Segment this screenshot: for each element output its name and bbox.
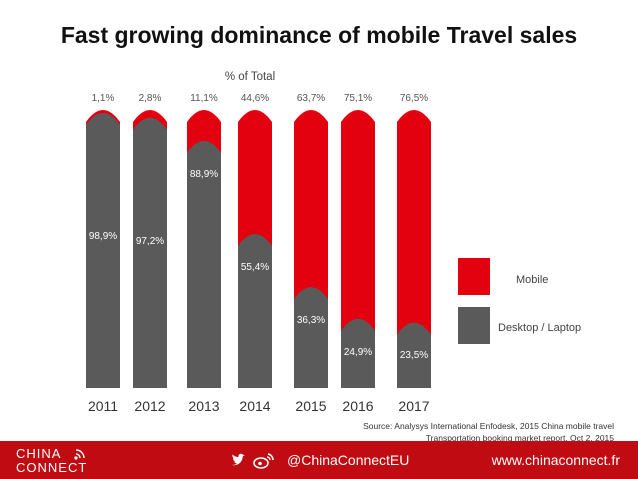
label-desktop-2014: 55,4% (241, 262, 269, 273)
stacked-bar-chart: % of Total 1,1% 98,9% 2011 2,8% 97,2% 2012 11,… (86, 71, 581, 414)
tick-label-2013: 2013 (188, 398, 219, 414)
bar-desktop-2014 (238, 233, 272, 388)
source-line-2: Transportation booking market report, Oc… (425, 433, 614, 443)
signal-icon (74, 449, 85, 460)
bar-desktop-2016 (341, 318, 375, 388)
tick-label-2011: 2011 (88, 398, 118, 414)
label-mobile-2011: 1,1% (92, 93, 115, 104)
bar-desktop-2017 (397, 322, 431, 388)
legend-label-mobile: Mobile (516, 274, 548, 286)
tick-label-2017: 2017 (398, 398, 429, 414)
weibo-icon[interactable] (253, 453, 274, 469)
logo-line-1: CHINA (16, 446, 62, 461)
legend-swatch-mobile (458, 258, 490, 295)
label-desktop-2015: 36,3% (297, 315, 325, 326)
bar-mobile-2017 (397, 110, 431, 388)
label-desktop-2013: 88,9% (190, 169, 218, 180)
label-desktop-2017: 23,5% (400, 350, 428, 361)
label-desktop-2011: 98,9% (89, 231, 117, 242)
chart-subtitle: % of Total (225, 71, 275, 83)
tick-label-2014: 2014 (239, 398, 270, 414)
page-title: Fast growing dominance of mobile Travel … (60, 22, 578, 48)
twitter-icon[interactable] (232, 453, 245, 466)
label-mobile-2016: 75,1% (344, 93, 372, 104)
label-desktop-2016: 24,9% (344, 347, 372, 358)
social-icons (230, 452, 280, 475)
tick-label-2016: 2016 (342, 398, 373, 414)
tick-label-2015: 2015 (295, 398, 326, 414)
source-line-1: Source: Analysys International Enfodesk,… (363, 421, 614, 431)
bars-group: 1,1% 98,9% 2011 2,8% 97,2% 2012 11,1% 88,9% 2013… (86, 93, 431, 414)
label-mobile-2013: 11,1% (190, 93, 218, 104)
label-mobile-2017: 76,5% (400, 93, 428, 104)
social-handle[interactable]: @ChinaConnectEU (287, 452, 410, 468)
tick-label-2012: 2012 (134, 398, 165, 414)
bar-desktop-2012 (133, 117, 167, 388)
label-mobile-2014: 44,6% (241, 93, 269, 104)
bar-desktop-2013 (187, 140, 221, 388)
bar-desktop-2015 (294, 287, 328, 388)
bar-mobile-2016 (341, 110, 375, 388)
legend: Mobile Desktop / Laptop (458, 258, 581, 344)
label-mobile-2015: 63,7% (297, 93, 325, 104)
footer-bar: CHINA CONNECT @ChinaConnectEU www.chinac… (0, 441, 638, 479)
legend-label-desktop: Desktop / Laptop (498, 322, 581, 334)
legend-swatch-desktop (458, 307, 490, 344)
source-note: Source: Analysys International Enfodesk,… (363, 420, 614, 444)
china-connect-logo[interactable]: CHINA CONNECT (16, 446, 96, 476)
label-mobile-2012: 2,8% (139, 93, 162, 104)
logo-line-2: CONNECT (16, 460, 88, 475)
label-desktop-2012: 97,2% (136, 236, 164, 247)
bar-desktop-2011 (86, 113, 120, 389)
website-link[interactable]: www.chinaconnect.fr (491, 452, 620, 468)
